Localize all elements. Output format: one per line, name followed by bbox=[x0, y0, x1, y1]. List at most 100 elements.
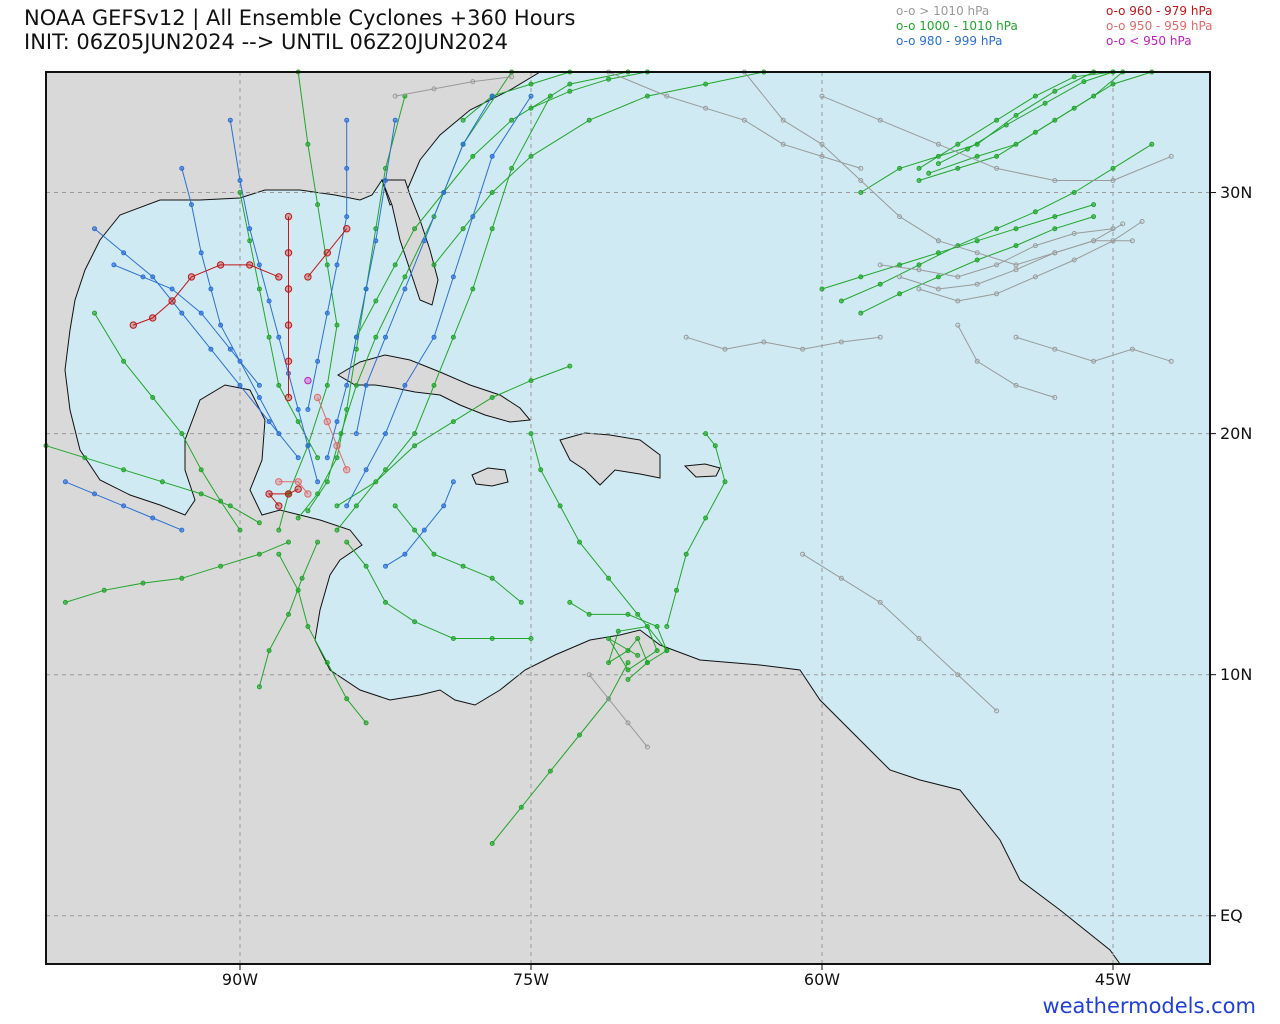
track-point bbox=[1052, 178, 1058, 183]
cyclone-track-p1000_1010 bbox=[528, 431, 670, 654]
legend-item-1000-1010: o-o 1000 - 1010 hPa bbox=[896, 19, 1018, 34]
track-point bbox=[286, 611, 291, 617]
track-point bbox=[256, 520, 262, 526]
track-point bbox=[218, 322, 224, 328]
track-point bbox=[295, 407, 301, 412]
track-point bbox=[722, 346, 728, 352]
track-point bbox=[994, 117, 1000, 123]
cyclone-track-p980_999 bbox=[324, 117, 398, 461]
lat-label-10n: 10N bbox=[1220, 664, 1253, 684]
track-point bbox=[577, 539, 582, 545]
track-point bbox=[703, 105, 709, 111]
track-point bbox=[256, 286, 262, 292]
track-point bbox=[169, 286, 175, 292]
legend-label: 1000 - 1010 hPa bbox=[919, 19, 1018, 33]
cyclone-track-p1000_1010 bbox=[858, 214, 1097, 316]
track-point bbox=[92, 491, 97, 497]
track-point bbox=[315, 539, 321, 545]
track-point bbox=[276, 431, 282, 437]
land-layer bbox=[45, 71, 1121, 965]
track-point bbox=[974, 153, 980, 159]
track-point bbox=[62, 599, 68, 605]
track-point bbox=[780, 141, 786, 147]
track-point bbox=[353, 503, 359, 509]
legend-item-960-979: o-o 960 - 979 hPa bbox=[1106, 4, 1213, 19]
track-point bbox=[858, 310, 864, 316]
track-point bbox=[284, 321, 293, 329]
track-point bbox=[1032, 93, 1038, 99]
track-point bbox=[897, 291, 903, 297]
track-point bbox=[994, 153, 1000, 159]
track-point bbox=[208, 346, 214, 352]
track-point bbox=[363, 467, 369, 473]
track-point bbox=[237, 382, 243, 388]
credit-link[interactable]: weathermodels.com bbox=[1042, 994, 1256, 1018]
track-point bbox=[722, 479, 728, 485]
track-point bbox=[644, 660, 650, 666]
lat-label-20n: 20N bbox=[1220, 423, 1253, 443]
track-point bbox=[284, 212, 293, 221]
legend-label: < 950 hPa bbox=[1129, 34, 1192, 48]
track-point bbox=[606, 575, 612, 581]
track-point bbox=[315, 358, 321, 364]
track-point bbox=[683, 551, 689, 557]
track-point bbox=[819, 141, 825, 147]
track-line bbox=[802, 553, 997, 712]
track-point bbox=[635, 636, 641, 641]
track-point bbox=[179, 575, 185, 581]
track-point bbox=[179, 527, 185, 533]
track-point bbox=[1013, 382, 1019, 388]
track-point bbox=[431, 262, 437, 268]
track-point bbox=[625, 648, 631, 654]
track-point bbox=[1013, 141, 1019, 147]
track-point bbox=[383, 563, 388, 569]
track-point bbox=[528, 81, 534, 87]
track-point bbox=[343, 466, 351, 474]
track-point bbox=[674, 587, 679, 593]
track-line bbox=[395, 76, 512, 97]
track-point bbox=[140, 274, 146, 280]
track-point bbox=[450, 419, 456, 425]
track-point bbox=[897, 262, 903, 268]
track-point bbox=[294, 485, 302, 493]
track-point bbox=[703, 81, 709, 87]
track-point bbox=[150, 515, 156, 521]
track-point bbox=[974, 238, 980, 244]
track-point bbox=[256, 684, 262, 690]
track-point bbox=[470, 214, 476, 220]
cyclone-track-p980_999 bbox=[92, 226, 301, 461]
cyclone-track-p1000_1010 bbox=[567, 599, 670, 682]
track-point bbox=[431, 334, 437, 340]
track-point bbox=[237, 190, 243, 195]
track-point bbox=[450, 479, 456, 485]
track-point bbox=[1168, 153, 1174, 159]
track-point bbox=[198, 491, 204, 497]
track-point bbox=[916, 262, 922, 268]
cyclone-track-p960_979 bbox=[265, 485, 302, 510]
track-point bbox=[402, 551, 408, 557]
cyclone-track-gt1010 bbox=[955, 322, 1058, 400]
track-point bbox=[664, 648, 670, 654]
track-point bbox=[625, 677, 631, 682]
legend-item-950-959: o-o 950 - 959 hPa bbox=[1106, 19, 1213, 34]
legend-pressure-left: o-o > 1010 hPa o-o 1000 - 1010 hPa o-o 9… bbox=[896, 4, 1018, 49]
track-point bbox=[460, 563, 466, 569]
track-point bbox=[198, 250, 204, 256]
track-point bbox=[955, 298, 961, 304]
legend-symbol: o-o bbox=[896, 34, 916, 48]
legend-item-980-999: o-o 980 - 999 hPa bbox=[896, 34, 1018, 49]
map-frame bbox=[45, 71, 1211, 965]
track-line bbox=[938, 240, 1133, 266]
cyclone-track-gt1010 bbox=[392, 74, 515, 99]
track-point bbox=[265, 490, 273, 498]
track-point bbox=[460, 117, 466, 123]
legend-label: > 1010 hPa bbox=[919, 4, 990, 18]
track-point bbox=[528, 431, 534, 437]
legend-label: 960 - 979 hPa bbox=[1129, 4, 1213, 18]
track-line bbox=[317, 397, 348, 470]
track-point bbox=[168, 297, 176, 305]
lat-label-30n: 30N bbox=[1220, 182, 1253, 202]
legend-label: 980 - 999 hPa bbox=[919, 34, 1003, 48]
legend-pressure-right: o-o 960 - 979 hPa o-o 950 - 959 hPa o-o … bbox=[1106, 4, 1213, 49]
track-point bbox=[198, 310, 204, 316]
